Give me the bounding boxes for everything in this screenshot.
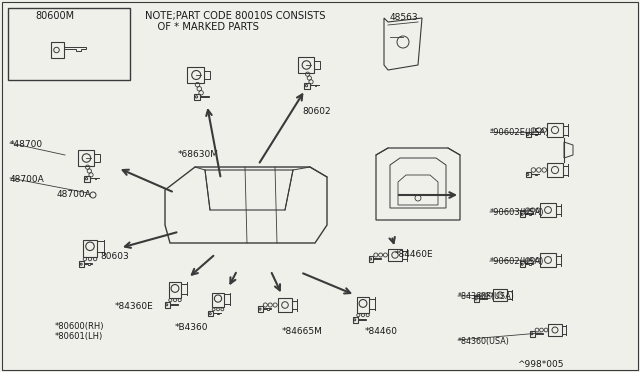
Text: 48563: 48563 <box>390 13 419 22</box>
Text: *90602E(USA): *90602E(USA) <box>490 128 550 137</box>
Text: *90603(USA): *90603(USA) <box>490 208 545 217</box>
Text: *84360E: *84360E <box>115 302 154 311</box>
Text: *90602(USA): *90602(USA) <box>490 257 545 266</box>
Text: *48700: *48700 <box>10 140 43 149</box>
Text: *84460: *84460 <box>365 327 398 336</box>
Text: 80602: 80602 <box>302 107 331 116</box>
Text: *84665M: *84665M <box>282 327 323 336</box>
Text: *84360E(USA): *84360E(USA) <box>458 292 515 301</box>
Text: 80600M: 80600M <box>35 11 74 21</box>
Text: OF * MARKED PARTS: OF * MARKED PARTS <box>145 22 259 32</box>
Text: *68630M: *68630M <box>178 150 219 159</box>
Text: 48700A: 48700A <box>57 190 92 199</box>
Text: *B4360: *B4360 <box>175 323 209 332</box>
Bar <box>8 8 130 80</box>
Text: NOTE;PART CODE 80010S CONSISTS: NOTE;PART CODE 80010S CONSISTS <box>145 11 326 21</box>
Text: *80600(RH): *80600(RH) <box>55 322 104 331</box>
Text: *84360(USA): *84360(USA) <box>458 337 510 346</box>
Text: 48700A: 48700A <box>10 175 45 184</box>
Text: ^998*005: ^998*005 <box>516 360 563 369</box>
Text: *84460E: *84460E <box>395 250 434 259</box>
Text: *80601(LH): *80601(LH) <box>55 332 103 341</box>
Text: 80603: 80603 <box>100 252 129 261</box>
